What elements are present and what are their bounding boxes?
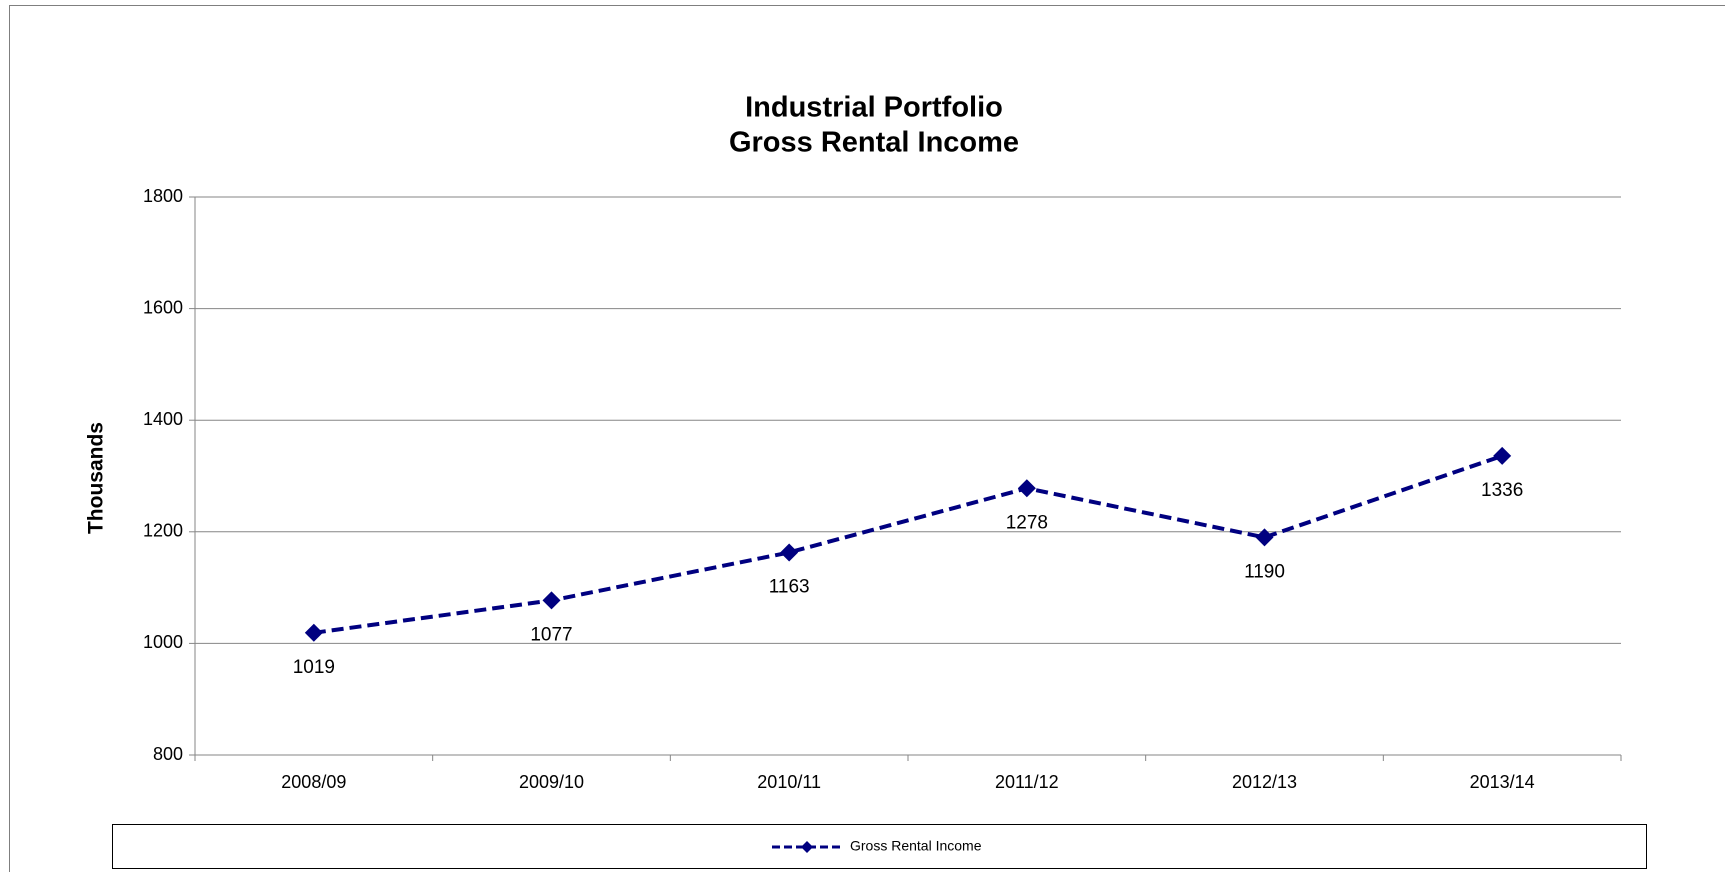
data-label: 1077 bbox=[530, 624, 572, 645]
y-tick-label: 1200 bbox=[143, 521, 183, 541]
data-label: 1019 bbox=[293, 657, 335, 678]
series-line bbox=[313, 454, 1503, 635]
point-marker bbox=[780, 543, 799, 562]
x-tick-label: 2011/12 bbox=[995, 772, 1059, 792]
x-tick-label: 2010/11 bbox=[757, 772, 821, 792]
y-tick-label: 1400 bbox=[143, 409, 183, 429]
x-tick-label: 2008/09 bbox=[281, 772, 346, 792]
x-tick-label: 2013/14 bbox=[1470, 772, 1535, 792]
x-tick-label: 2012/13 bbox=[1232, 772, 1297, 792]
y-axis-label: Thousands bbox=[85, 422, 108, 534]
chart-border bbox=[9, 5, 1725, 872]
y-tick-label: 1600 bbox=[143, 297, 183, 317]
data-label: 1278 bbox=[1006, 512, 1048, 533]
legend-label: Gross Rental Income bbox=[850, 838, 982, 854]
y-tick-label: 800 bbox=[153, 744, 183, 764]
point-marker bbox=[1017, 479, 1036, 498]
point-marker bbox=[1255, 528, 1274, 547]
data-label: 1336 bbox=[1481, 480, 1523, 501]
point-marker bbox=[542, 591, 561, 610]
point-marker bbox=[304, 623, 323, 642]
legend-marker bbox=[801, 841, 813, 853]
data-label: 1163 bbox=[769, 576, 810, 597]
legend-box bbox=[112, 824, 1647, 869]
data-label: 1190 bbox=[1244, 561, 1285, 582]
chart-title: Industrial Portfolio bbox=[745, 92, 1003, 124]
y-tick-label: 1800 bbox=[143, 186, 183, 206]
x-tick-label: 2009/10 bbox=[519, 772, 584, 792]
point-marker bbox=[1493, 446, 1512, 465]
y-tick-label: 1000 bbox=[143, 632, 183, 652]
chart-subtitle: Gross Rental Income bbox=[729, 127, 1019, 159]
